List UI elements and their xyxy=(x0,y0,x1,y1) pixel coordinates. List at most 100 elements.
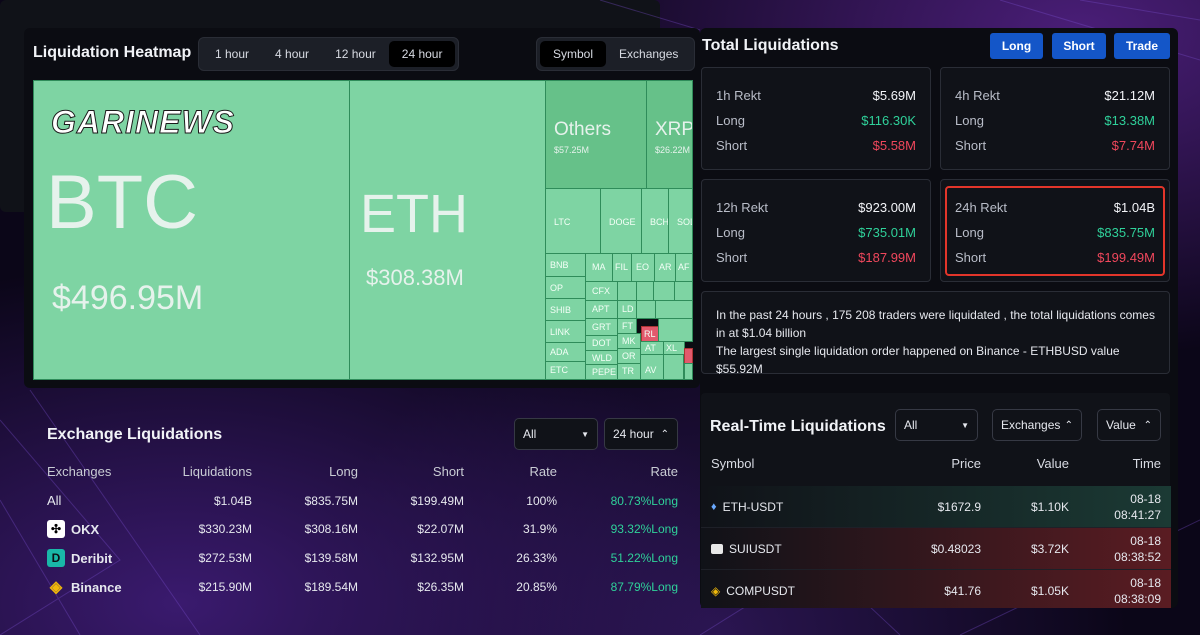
table-row[interactable]: ◈ Binance $215.90M $189.54M $26.35M 20.8… xyxy=(47,578,679,596)
tile-or[interactable]: OR xyxy=(617,348,641,364)
row-liquidations: $215.90M xyxy=(198,580,252,594)
tile-small-1[interactable] xyxy=(617,281,637,301)
tile-tr[interactable]: TR xyxy=(617,363,641,380)
tile-pepe[interactable]: PEPE xyxy=(585,364,618,380)
tile-others-symbol: Others xyxy=(554,119,612,140)
row-short: $199.49M xyxy=(410,493,464,508)
tile-shib[interactable]: SHIB xyxy=(545,298,586,321)
list-item[interactable]: ◈ COMPUSDT $41.76 $1.05K 08-18 08:38:09 xyxy=(701,570,1171,608)
tile-eth[interactable]: ETH $308.38M xyxy=(349,80,546,380)
tile-xrp[interactable]: XRP $26.22M xyxy=(646,80,693,189)
card-short-value: $7.74M xyxy=(1111,138,1155,153)
tile-mk[interactable]: MK xyxy=(617,333,641,349)
tile-ar[interactable]: AR xyxy=(654,253,676,282)
exchange-time-dropdown[interactable]: 24 hour ⌃ xyxy=(604,418,678,450)
tile-ft[interactable]: FT xyxy=(617,318,637,334)
tile-doge-label: DOGE xyxy=(609,217,636,227)
tile-ld[interactable]: LD xyxy=(617,300,637,319)
table-row[interactable]: D Deribit $272.53M $139.58M $132.95M 26.… xyxy=(47,549,679,567)
summary-line-3: The largest single liquidation order hap… xyxy=(716,344,1120,376)
tile-op[interactable]: OP xyxy=(545,276,586,299)
card-total: $21.12M xyxy=(1104,88,1155,103)
tile-dot[interactable]: DOT xyxy=(585,335,618,351)
exchange-table-header: Exchanges Liquidations Long Short Rate R… xyxy=(47,464,679,479)
tab-12-hour[interactable]: 12 hour xyxy=(335,47,376,61)
list-item[interactable]: SUIUSDT $0.48023 $3.72K 08-18 08:38:52 xyxy=(701,528,1171,570)
tile-or-label: OR xyxy=(622,351,636,361)
tile-at-label: AT xyxy=(645,343,656,353)
row-price: $41.76 xyxy=(944,583,981,598)
tab-symbol[interactable]: Symbol xyxy=(540,41,607,67)
tile-small-4[interactable] xyxy=(674,281,693,301)
tile-etc[interactable]: ETC xyxy=(545,361,586,380)
tile-tr-label: TR xyxy=(622,366,634,376)
short-button[interactable]: Short xyxy=(1052,33,1106,59)
row-symbol: SUIUSDT xyxy=(729,541,782,556)
card-total: $1.04B xyxy=(1113,200,1155,215)
tile-ltc-label: LTC xyxy=(554,217,571,227)
realtime-exchanges-dropdown[interactable]: Exchanges ⌃ xyxy=(992,409,1082,441)
tile-small-8[interactable] xyxy=(663,354,684,380)
tile-apt[interactable]: APT xyxy=(585,300,618,319)
tab-1-hour[interactable]: 1 hour xyxy=(215,47,250,61)
tile-red-small[interactable] xyxy=(684,348,693,364)
tile-bnb[interactable]: BNB xyxy=(545,253,586,277)
tile-ada[interactable]: ADA xyxy=(545,342,586,362)
card-long-label: Long xyxy=(955,113,984,128)
row-rate-long: 87.79%Long xyxy=(610,580,678,594)
highlight-box xyxy=(945,186,1165,276)
realtime-title: Real-Time Liquidations xyxy=(710,418,886,435)
tile-ma[interactable]: MA xyxy=(585,253,613,282)
tile-small-5[interactable] xyxy=(636,300,656,319)
exchange-filter-dropdown[interactable]: All ▼ xyxy=(514,418,598,450)
tile-bch[interactable]: BCH xyxy=(641,188,669,254)
tile-fil[interactable]: FIL xyxy=(612,253,632,282)
tab-exchanges[interactable]: Exchanges xyxy=(619,47,679,61)
trade-button[interactable]: Trade xyxy=(1114,33,1170,59)
tile-cfx[interactable]: CFX xyxy=(585,281,618,301)
rekt-card-24h: 24h Rekt $1.04B Long $835.75M Short $199.49… xyxy=(940,179,1170,282)
tile-small-3[interactable] xyxy=(653,281,675,301)
table-row[interactable]: ✣ OKX $330.23M $308.16M $22.07M 31.9% 93… xyxy=(47,520,679,538)
tab-24-hour[interactable]: 24 hour xyxy=(388,41,456,67)
realtime-table-header: Symbol Price Value Time xyxy=(701,456,1171,476)
list-item[interactable]: ♦ ETH-USDT $1672.9 $1.10K 08-18 08:41:27 xyxy=(701,486,1171,528)
eth-logo-icon: ♦ xyxy=(711,500,717,513)
tab-4-hour[interactable]: 4 hour xyxy=(275,47,310,61)
row-time: 08:38:52 xyxy=(1114,549,1161,564)
tile-eo[interactable]: EO xyxy=(631,253,655,282)
row-exchange-name: Binance xyxy=(71,579,122,595)
row-date: 08-18 xyxy=(1130,491,1161,506)
tile-others[interactable]: Others $57.25M xyxy=(545,80,647,189)
card-long-value: $116.30K xyxy=(861,113,916,128)
row-rate: 20.85% xyxy=(516,580,557,594)
table-row[interactable]: All $1.04B $835.75M $199.49M 100% 80.73%… xyxy=(47,493,679,508)
tile-av[interactable]: AV xyxy=(640,354,664,380)
tile-small-7[interactable] xyxy=(658,318,693,342)
tile-rl[interactable]: RL xyxy=(641,326,659,342)
tile-btc[interactable]: BTC $496.95M xyxy=(33,80,350,380)
header-liquidations: Liquidations xyxy=(182,464,252,479)
tile-at[interactable]: AT xyxy=(640,341,664,355)
tile-small-2[interactable] xyxy=(636,281,654,301)
row-value: $1.10K xyxy=(1030,499,1069,514)
tile-small-9[interactable] xyxy=(684,363,693,380)
long-button[interactable]: Long xyxy=(990,33,1043,59)
watermark-logo: GARINEWS xyxy=(51,104,235,141)
tile-sol-label: SOL xyxy=(677,217,692,227)
tile-xl[interactable]: XL xyxy=(663,341,685,355)
tile-af[interactable]: AF xyxy=(675,253,693,282)
realtime-filter-dropdown[interactable]: All ▼ xyxy=(895,409,978,441)
tile-sol[interactable]: SOL xyxy=(668,188,693,254)
tile-af-label: AF xyxy=(678,262,690,272)
realtime-value-dropdown[interactable]: Value ⌃ xyxy=(1097,409,1161,441)
tile-grt[interactable]: GRT xyxy=(585,318,618,336)
tile-bnb-label: BNB xyxy=(550,260,569,270)
tile-ltc[interactable]: LTC xyxy=(545,188,601,254)
tile-wld[interactable]: WLD xyxy=(585,350,618,365)
tile-small-6[interactable] xyxy=(655,300,693,319)
tile-grt-label: GRT xyxy=(592,322,611,332)
total-liquidations-title: Total Liquidations xyxy=(702,37,839,54)
tile-doge[interactable]: DOGE xyxy=(600,188,642,254)
tile-link[interactable]: LINK xyxy=(545,320,586,343)
